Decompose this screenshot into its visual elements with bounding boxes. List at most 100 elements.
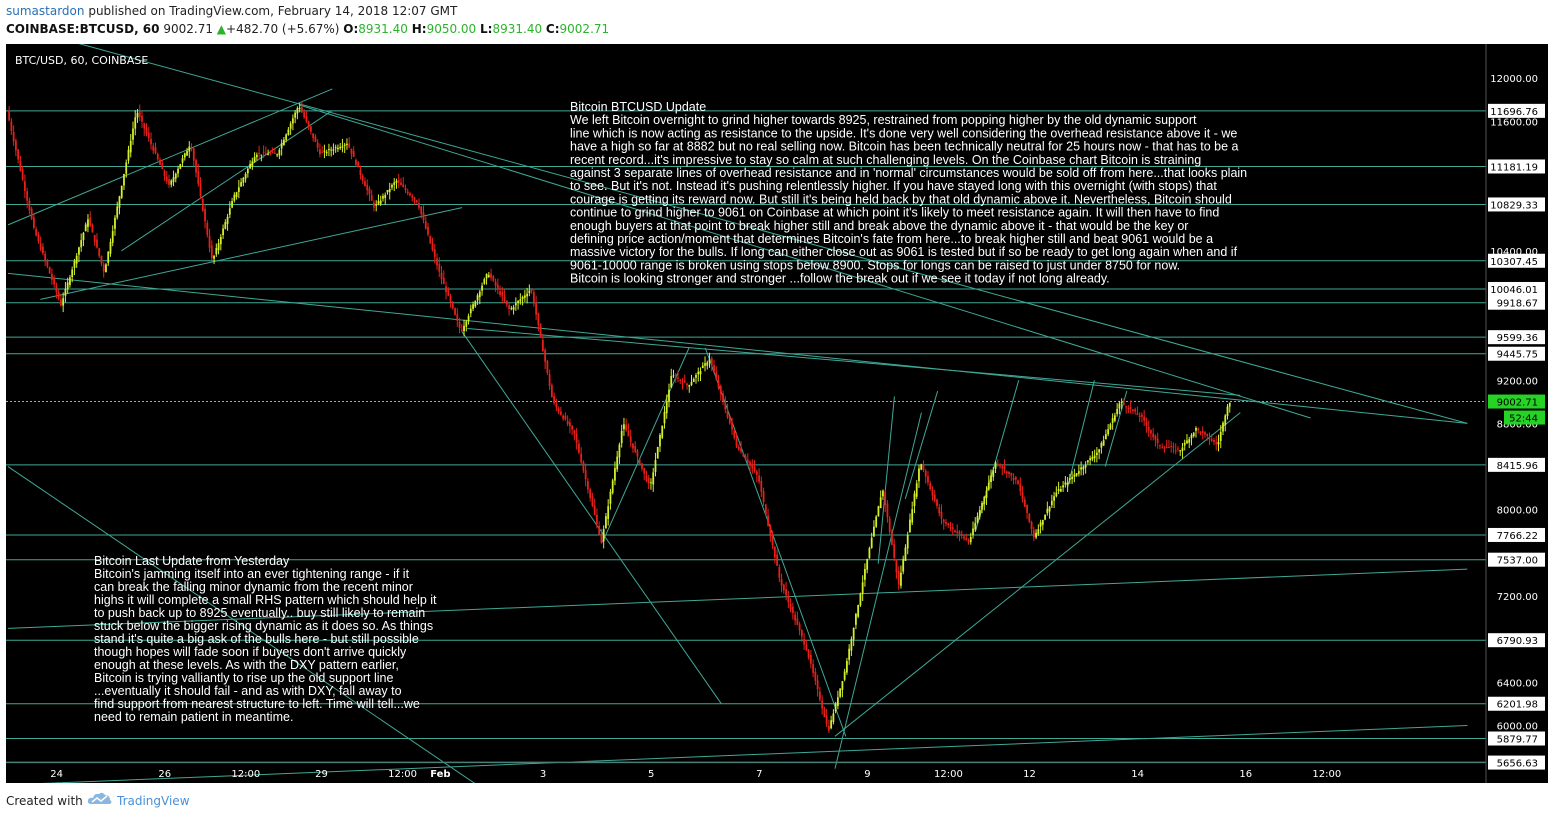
candle-body-335 — [762, 491, 765, 503]
candle-body-284 — [647, 477, 650, 484]
author-link[interactable]: sumastardon — [6, 4, 85, 18]
trendline-11 — [602, 347, 690, 543]
candle-body-11 — [32, 217, 35, 228]
price-tick-label: 9200.00 — [1497, 376, 1538, 387]
candle-body-107 — [249, 163, 251, 169]
candle-body-484 — [1098, 449, 1101, 453]
candle-body-130 — [300, 107, 303, 113]
candle-body-50 — [120, 185, 123, 198]
candle-body-282 — [643, 467, 646, 474]
level-tag-label: 10046.01 — [1490, 285, 1538, 296]
candle-body-9 — [28, 200, 31, 211]
candle-body-10 — [30, 208, 33, 219]
candle-body-400 — [909, 519, 911, 533]
candle-body-485 — [1100, 443, 1103, 448]
candle-body-353 — [803, 639, 806, 645]
candle-body-5 — [19, 160, 22, 171]
close-label: C: — [545, 22, 560, 36]
candle-body-286 — [652, 472, 655, 485]
candle-body-263 — [600, 534, 603, 543]
tradingview-cloud-icon[interactable] — [87, 791, 113, 807]
candle-body-461 — [1046, 508, 1049, 514]
candle-body-389 — [884, 491, 887, 506]
candle-body-388 — [882, 490, 884, 497]
candle-body-372 — [846, 661, 848, 673]
candle-body-465 — [1055, 492, 1058, 497]
candle-body-396 — [900, 572, 902, 586]
candle-body-307 — [699, 371, 702, 375]
candle-body-397 — [902, 558, 905, 572]
candle-body-330 — [751, 464, 754, 469]
candle-body-371 — [843, 671, 846, 680]
candle-body-349 — [794, 614, 797, 621]
candle-body-528 — [1197, 428, 1200, 431]
candle-body-0 — [8, 110, 11, 121]
candle-body-177 — [406, 191, 409, 194]
candle-body-234 — [535, 302, 538, 315]
tradingview-link[interactable]: TradingView — [117, 794, 190, 808]
candle-body-287 — [654, 460, 657, 472]
annotation-0-line: continue to grind higher to 9061 on Coin… — [570, 206, 1219, 220]
candle-body-474 — [1075, 473, 1078, 476]
candle-body-516 — [1170, 446, 1173, 448]
candle-body-309 — [704, 363, 706, 366]
chart-background — [6, 44, 1548, 783]
candle-body-269 — [614, 468, 616, 481]
candle-body-527 — [1195, 427, 1197, 431]
candle-body-383 — [870, 537, 873, 548]
candle-body-422 — [958, 531, 961, 534]
candle-body-455 — [1032, 530, 1035, 538]
candle-body-139 — [321, 151, 324, 153]
annotation-1-line: though hopes will fade soon if buyers do… — [94, 645, 407, 659]
candle-body-237 — [541, 339, 544, 352]
candle-body-74 — [174, 173, 177, 179]
annotation-1-line: highs it will complete a small RHS patte… — [94, 593, 437, 607]
candle-body-86 — [201, 198, 204, 211]
candle-body-417 — [947, 523, 950, 526]
level-tag-label: 11181.19 — [1490, 162, 1538, 173]
candle-body-466 — [1057, 489, 1060, 491]
candle-body-280 — [638, 459, 641, 465]
candle-body-128 — [296, 108, 299, 114]
candle-body-319 — [726, 410, 729, 418]
candle-body-271 — [618, 444, 621, 458]
symbol-line: COINBASE:BTCUSD, 60 9002.71 ▲+482.70 (+5… — [6, 22, 609, 36]
candle-body-324 — [737, 446, 740, 450]
candle-body-174 — [400, 182, 402, 186]
price-chart[interactable]: BTC/USD, 60, COINBASE Bitcoin BTCUSD Upd… — [6, 44, 1548, 783]
candle-body-300 — [683, 380, 686, 383]
current-price-tag — [1488, 394, 1545, 409]
annotation-0-line: to see. But it's not. Instead it's pushi… — [570, 179, 1217, 193]
candle-body-434 — [985, 490, 988, 498]
candle-body-361 — [821, 700, 824, 709]
candle-body-521 — [1181, 447, 1184, 451]
candle-body-406 — [922, 464, 925, 471]
candle-body-301 — [686, 383, 688, 386]
time-tick-label: 12:00 — [231, 769, 260, 780]
candle-body-348 — [791, 606, 794, 613]
candle-body-149 — [343, 144, 346, 146]
candle-body-183 — [420, 206, 423, 214]
candle-body-32 — [80, 240, 83, 248]
candle-body-154 — [355, 159, 357, 165]
candle-body-394 — [895, 559, 898, 573]
level-tag-label: 7537.00 — [1497, 556, 1538, 567]
level-tag — [1488, 633, 1545, 648]
candle-body-3 — [14, 140, 17, 151]
candle-body-345 — [785, 589, 787, 596]
candle-body-427 — [969, 537, 972, 543]
level-tag-label: 9599.36 — [1497, 333, 1538, 344]
candle-body-31 — [78, 247, 80, 255]
candle-body-231 — [528, 290, 531, 293]
candles — [8, 100, 1231, 734]
candle-body-514 — [1165, 447, 1168, 449]
candle-body-78 — [183, 153, 186, 158]
candle-body-103 — [240, 182, 242, 187]
candle-body-250 — [571, 425, 574, 430]
chart-area[interactable]: BTC/USD, 60, COINBASE Bitcoin BTCUSD Upd… — [6, 44, 1548, 783]
candle-body-283 — [645, 475, 648, 481]
time-tick-label: 9 — [864, 769, 870, 780]
candle-body-67 — [159, 159, 161, 165]
price-tick-label: 6400.00 — [1497, 678, 1538, 689]
candle-body-138 — [319, 149, 321, 155]
